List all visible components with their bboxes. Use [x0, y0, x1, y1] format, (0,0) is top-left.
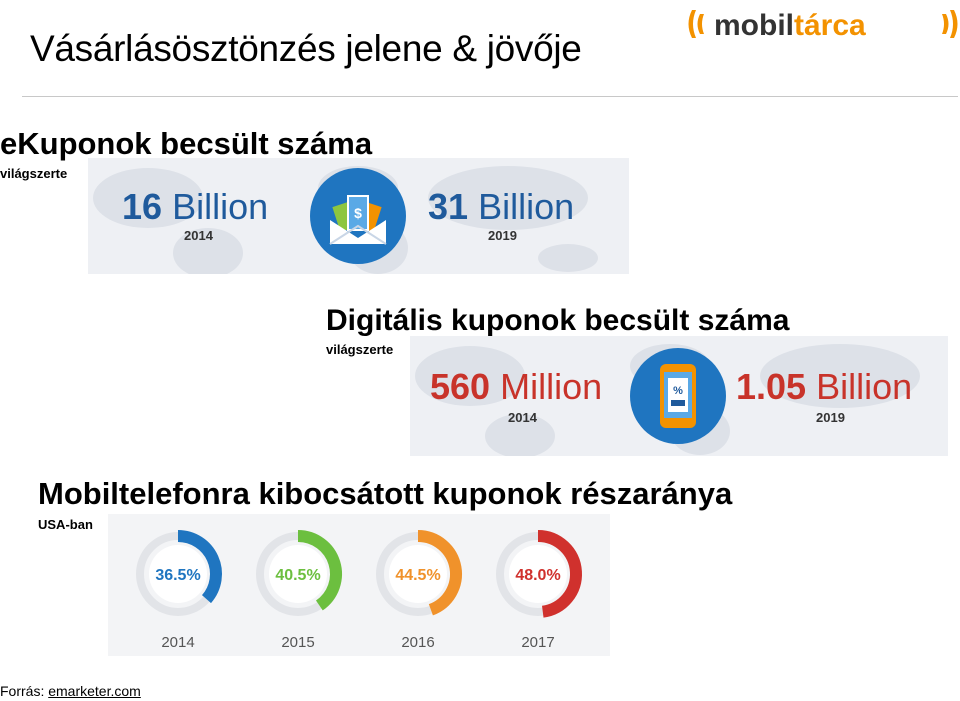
donut-center: [389, 545, 447, 603]
donut-center: [149, 545, 207, 603]
digital-left-year: 2014: [508, 410, 537, 425]
svg-text:mobiltárca: mobiltárca: [714, 9, 866, 42]
smartphone-coupon-icon: %: [630, 348, 726, 444]
digital-right-value: 1.05: [736, 366, 807, 407]
donut-arc-2015: [297, 530, 342, 611]
donut-2015: 40.5% 2015: [256, 530, 342, 651]
mobile-share-heading: Mobiltelefonra kibocsátott kuponok résza…: [38, 476, 733, 511]
source-link[interactable]: emarketer.com: [48, 683, 141, 699]
digital-right-figure: 1.05 Billion: [736, 366, 912, 408]
digital-right-unit: Billion: [816, 366, 913, 407]
ecoupons-subheading: világszerte: [0, 166, 68, 181]
digital-left-figure: 560 Million: [430, 366, 602, 408]
digital-left-value: 560: [430, 366, 491, 407]
title-divider: [22, 96, 958, 97]
donut-year-2017: 2017: [521, 634, 554, 651]
donut-arc-2017: [537, 530, 582, 618]
ecoupons-left-value: 16: [122, 186, 163, 227]
mobile-share-subheading: USA-ban: [38, 517, 93, 532]
ecoupons-right-figure: 31 Billion: [428, 186, 574, 228]
donut-center: [269, 545, 327, 603]
ecoupons-infographic: 16 Billion 2014 $ 31 Billion 2019: [88, 158, 629, 274]
source-line: Forrás: emarketer.com: [0, 683, 141, 699]
mobiltarca-logo: mobiltárca: [688, 2, 958, 46]
donut-arc-2014: [177, 530, 222, 604]
envelope-money-icon: $: [310, 168, 406, 264]
digital-heading: Digitális kuponok becsült száma: [326, 304, 790, 337]
mobile-share-infographic: 36.5% 2014 40.5% 2015 44.5% 2016 48.0% 2017: [108, 514, 610, 656]
source-label: Forrás:: [0, 683, 45, 699]
ecoupons-left-unit: Billion: [172, 186, 269, 227]
donut-year-2014: 2014: [161, 634, 194, 651]
donut-label-2014: 36.5%: [155, 567, 200, 584]
digital-left-unit: Million: [500, 366, 603, 407]
donut-2016: 44.5% 2016: [376, 530, 462, 651]
page-title: Vásárlásösztönzés jelene & jövője: [30, 28, 582, 69]
ecoupons-left-year: 2014: [184, 228, 213, 243]
digital-infographic: 560 Million 2014 % 1.05 Billion 2019: [410, 336, 948, 456]
donut-2014: 36.5% 2014: [136, 530, 222, 651]
donut-label-2015: 40.5%: [275, 567, 320, 584]
ecoupons-right-year: 2019: [488, 228, 517, 243]
digital-subheading: világszerte: [326, 342, 394, 357]
donut-label-2016: 44.5%: [395, 567, 440, 584]
digital-right-year: 2019: [816, 410, 845, 425]
donut-year-2016: 2016: [401, 634, 434, 651]
ecoupons-left-figure: 16 Billion: [122, 186, 268, 228]
donut-2017: 48.0% 2017: [496, 530, 582, 651]
ecoupons-heading: eKuponok becsült száma: [0, 126, 373, 161]
donut-year-2015: 2015: [281, 634, 314, 651]
svg-text:$: $: [354, 205, 362, 221]
svg-text:%: %: [673, 385, 683, 397]
donut-center: [509, 545, 567, 603]
donut-chart-group: 36.5% 2014 40.5% 2015 44.5% 2016 48.0% 2017: [136, 530, 582, 651]
ecoupons-right-unit: Billion: [478, 186, 575, 227]
donut-arc-2016: [417, 530, 462, 616]
donut-label-2017: 48.0%: [515, 567, 560, 584]
ecoupons-right-value: 31: [428, 186, 469, 227]
